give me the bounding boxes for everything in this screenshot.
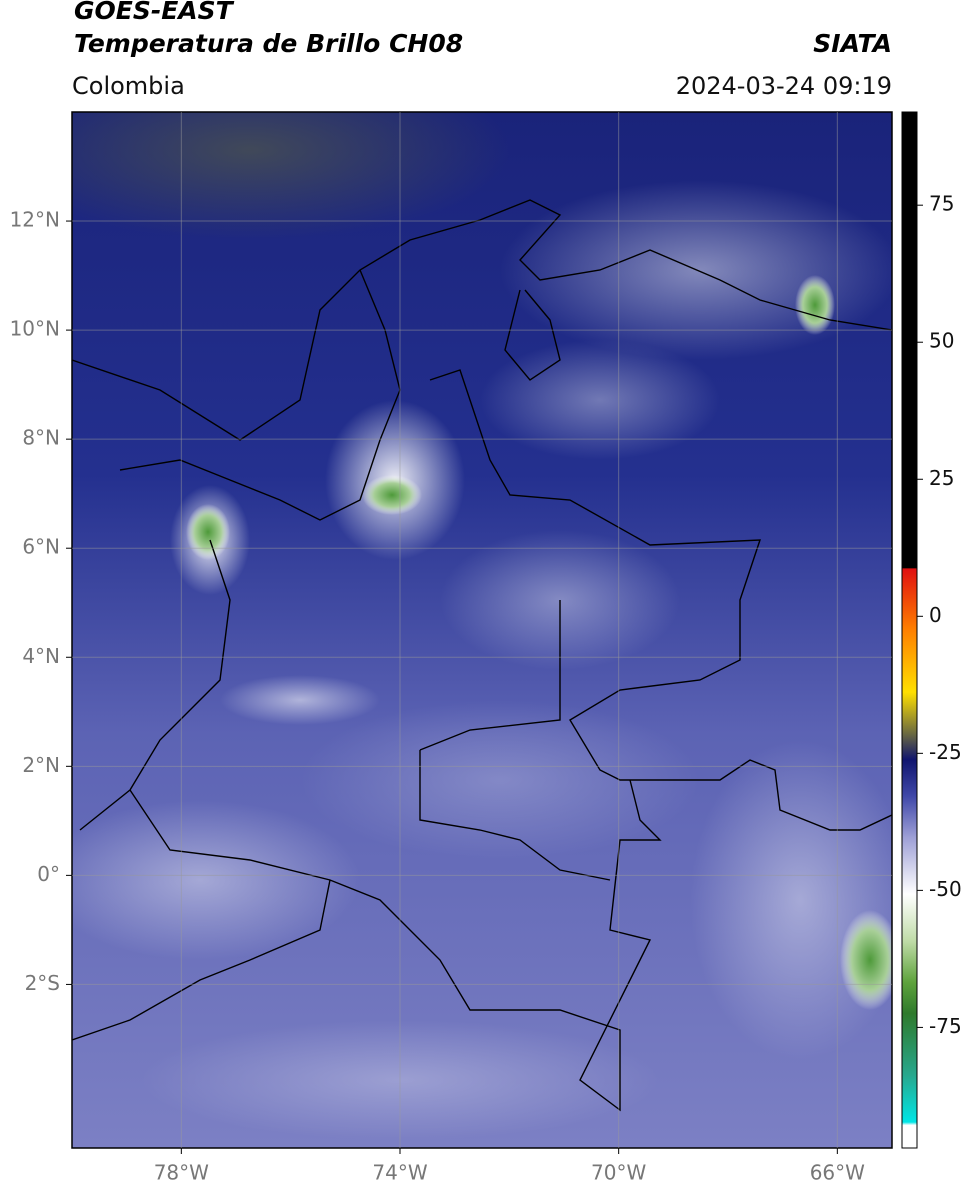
colorbar-tick-label: 25	[929, 466, 954, 490]
colorbar-tick-label: -75	[929, 1014, 962, 1038]
y-tick-label: 2°N	[22, 753, 60, 777]
region: Colombia	[72, 72, 185, 100]
y-tick-label: 2°S	[25, 971, 60, 995]
y-tick-label: 0°	[37, 862, 60, 886]
x-tick-label: 66°W	[810, 1161, 865, 1185]
colorbar	[901, 111, 918, 1149]
colorbar-tick-label: -25	[929, 740, 962, 764]
y-tick-label: 10°N	[10, 317, 60, 341]
colorbar-tick-label: 0	[929, 603, 942, 627]
x-tick-label: 78°W	[154, 1161, 209, 1185]
y-tick-label: 12°N	[10, 208, 60, 232]
satellite-image	[72, 112, 892, 1148]
map-frame	[71, 111, 893, 1149]
y-tick-label: 6°N	[22, 535, 60, 559]
title: Temperatura de Brillo CH08	[74, 29, 463, 58]
colorbar-tick-label: 75	[929, 192, 954, 216]
title: GOES-EAST	[74, 0, 235, 25]
colorbar-tick-label: 50	[929, 329, 954, 353]
x-tick-label: 70°W	[591, 1161, 646, 1185]
datetime: 2024-03-24 09:19	[676, 72, 892, 100]
colorbar-tick-label: -50	[929, 877, 962, 901]
x-tick-label: 74°W	[372, 1161, 427, 1185]
brand: SIATA	[813, 29, 892, 58]
y-tick-label: 8°N	[22, 426, 60, 450]
y-tick-label: 4°N	[22, 644, 60, 668]
